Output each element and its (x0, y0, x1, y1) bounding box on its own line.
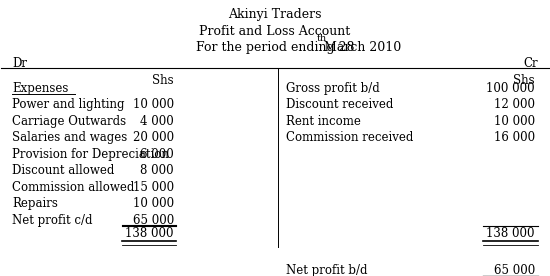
Text: Cr: Cr (523, 57, 538, 70)
Text: Carriage Outwards: Carriage Outwards (12, 115, 126, 128)
Text: 138 000: 138 000 (125, 227, 174, 240)
Text: Salaries and wages: Salaries and wages (12, 131, 128, 144)
Text: Shs: Shs (513, 74, 535, 87)
Text: 100 000: 100 000 (486, 82, 535, 95)
Text: Repairs: Repairs (12, 197, 58, 210)
Text: Provision for Depreciation: Provision for Depreciation (12, 148, 169, 161)
Text: Power and lighting: Power and lighting (12, 98, 125, 112)
Text: 20 000: 20 000 (133, 131, 174, 144)
Text: 15 000: 15 000 (133, 181, 174, 194)
Text: March 2010: March 2010 (321, 41, 402, 54)
Text: 4 000: 4 000 (140, 115, 174, 128)
Text: 10 000: 10 000 (494, 115, 535, 128)
Text: Shs: Shs (152, 74, 174, 87)
Text: Akinyi Traders: Akinyi Traders (228, 7, 322, 20)
Text: Profit and Loss Account: Profit and Loss Account (199, 25, 351, 38)
Text: Expenses: Expenses (12, 82, 69, 95)
Text: 10 000: 10 000 (133, 98, 174, 112)
Text: 12 000: 12 000 (494, 98, 535, 112)
Text: 8 000: 8 000 (140, 164, 174, 177)
Text: 16 000: 16 000 (494, 131, 535, 144)
Text: Net profit b/d: Net profit b/d (286, 264, 367, 276)
Text: Commission allowed: Commission allowed (12, 181, 135, 194)
Text: Discount received: Discount received (286, 98, 393, 112)
Text: 138 000: 138 000 (486, 227, 535, 240)
Text: Discount allowed: Discount allowed (12, 164, 115, 177)
Text: 6 000: 6 000 (140, 148, 174, 161)
Text: 65 000: 65 000 (494, 264, 535, 276)
Text: 65 000: 65 000 (133, 214, 174, 227)
Text: Net profit c/d: Net profit c/d (12, 214, 93, 227)
Text: 10 000: 10 000 (133, 197, 174, 210)
Text: For the period ending 28: For the period ending 28 (196, 41, 354, 54)
Text: Rent income: Rent income (286, 115, 361, 128)
Text: th: th (317, 34, 327, 43)
Text: Gross profit b/d: Gross profit b/d (286, 82, 379, 95)
Text: Commission received: Commission received (286, 131, 413, 144)
Text: Dr: Dr (12, 57, 28, 70)
